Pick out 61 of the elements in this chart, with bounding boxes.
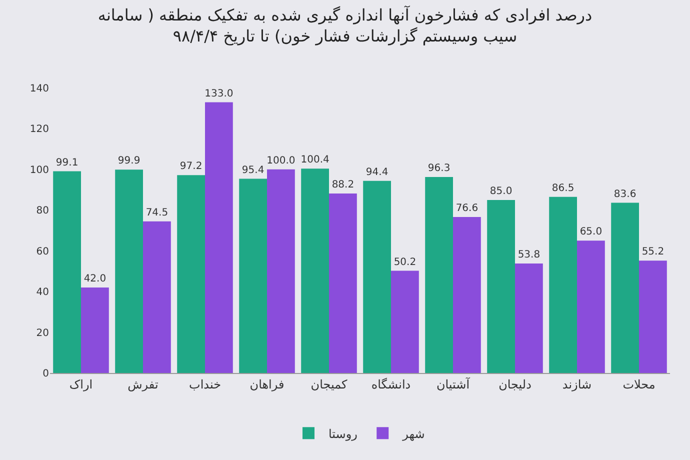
x-tick-label: آشتیان <box>436 376 470 392</box>
bar <box>239 178 267 373</box>
data-label: 50.2 <box>394 256 416 268</box>
legend-label: روستا <box>328 426 358 441</box>
bar <box>391 270 419 373</box>
bar <box>53 171 81 373</box>
x-tick-label: دلیجان <box>498 377 532 392</box>
y-tick-label: 140 <box>30 84 49 94</box>
x-tick-label: کمیجان <box>310 377 348 392</box>
y-tick-label: 120 <box>30 124 49 136</box>
bar <box>205 102 233 373</box>
bar <box>453 217 481 373</box>
x-tick-label: اراک <box>69 377 93 392</box>
x-tick-label: محلات <box>622 377 656 392</box>
bar <box>487 200 515 373</box>
x-tick-label: خنداب <box>189 377 221 392</box>
data-label: 65.0 <box>580 226 602 238</box>
legend-label: شهر <box>402 426 425 441</box>
data-label: 133.0 <box>204 88 234 100</box>
data-label: 99.9 <box>118 156 140 167</box>
data-label: 42.0 <box>84 274 106 284</box>
bar <box>329 193 357 373</box>
x-tick-label: شازند <box>562 377 592 392</box>
bar <box>425 176 453 373</box>
data-label: 53.8 <box>518 249 540 260</box>
bar <box>177 175 205 373</box>
data-label: 99.1 <box>56 157 78 168</box>
data-label: 88.2 <box>332 179 354 190</box>
x-tick-label: دانشگاه <box>371 377 411 392</box>
y-tick-label: 100 <box>30 164 49 176</box>
y-tick-label: 60 <box>36 246 49 258</box>
bar <box>577 240 605 373</box>
data-label: 100.0 <box>266 155 296 166</box>
bar <box>301 168 329 373</box>
data-label: 95.4 <box>242 164 264 176</box>
data-label: 55.2 <box>642 246 664 258</box>
data-label: 100.4 <box>300 154 330 166</box>
data-label: 74.5 <box>146 207 168 218</box>
bar <box>143 221 171 373</box>
bar <box>267 169 295 373</box>
chart-title: درصد افرادی که فشارخون آنها اندازه گیری شده به تفکیک منطقه ( سامانه سیب وسیستم گزارشات فشار خون) تا تاریخ ۹۸/۴/۴ <box>98 4 592 46</box>
data-label: 83.6 <box>614 188 636 200</box>
bar <box>611 202 639 373</box>
bar <box>515 263 543 373</box>
y-tick-label: 0 <box>42 368 49 380</box>
bar <box>639 260 667 373</box>
bar <box>363 180 391 373</box>
bar <box>81 288 109 373</box>
bar <box>115 170 143 373</box>
y-tick-label: 40 <box>36 287 49 298</box>
y-tick-label: 20 <box>36 328 49 339</box>
x-tick-label: تفرش <box>128 377 158 392</box>
data-label: 94.4 <box>366 166 388 178</box>
y-tick-label: 80 <box>36 206 49 217</box>
x-tick-label: فراهان <box>250 377 284 392</box>
data-label: 97.2 <box>180 161 202 172</box>
bar <box>549 196 577 373</box>
data-label: 86.5 <box>552 182 574 194</box>
data-label: 96.3 <box>428 162 450 174</box>
data-label: 85.0 <box>490 186 512 197</box>
data-label: 76.6 <box>456 203 478 214</box>
